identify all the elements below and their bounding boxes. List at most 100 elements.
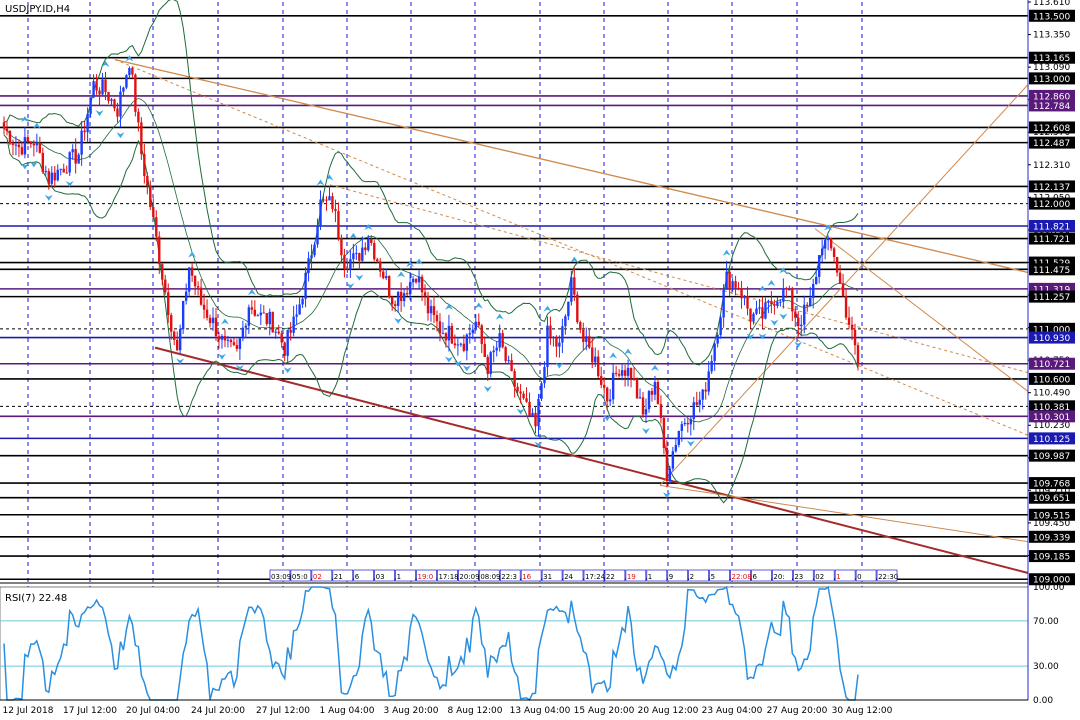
candle-body bbox=[89, 97, 92, 114]
candle-body bbox=[62, 168, 65, 173]
candle-body bbox=[516, 386, 519, 392]
candle-body bbox=[692, 402, 695, 420]
price-tag-label: 112.608 bbox=[1033, 124, 1070, 134]
candle-body bbox=[507, 360, 510, 362]
candle-body bbox=[164, 279, 167, 293]
candle-body bbox=[713, 343, 716, 361]
fractal-down-icon bbox=[779, 313, 788, 320]
time-marker-label: 1 bbox=[648, 573, 652, 581]
price-tag-label: 111.257 bbox=[1033, 293, 1070, 303]
candle-body bbox=[110, 99, 113, 101]
time-marker-label: 21 bbox=[334, 573, 343, 581]
x-tick-label: 17 Jul 12:00 bbox=[63, 706, 117, 716]
candle-body bbox=[585, 336, 588, 342]
candle-body bbox=[396, 291, 400, 306]
time-marker-box bbox=[625, 569, 647, 582]
candle-body bbox=[29, 141, 33, 145]
candle-body bbox=[313, 244, 316, 256]
fractal-down-icon bbox=[534, 441, 543, 448]
candle-body bbox=[492, 350, 495, 353]
time-marker-box bbox=[709, 569, 730, 582]
candle-body bbox=[447, 325, 451, 341]
candle-body bbox=[262, 312, 265, 314]
candle-body bbox=[53, 172, 56, 181]
candle-body bbox=[749, 308, 752, 322]
candle-body bbox=[540, 383, 543, 399]
candle-body bbox=[794, 311, 797, 318]
time-marker-box bbox=[437, 569, 458, 582]
candle-body bbox=[307, 258, 310, 273]
fractal-up-icon bbox=[650, 364, 659, 371]
candle-body bbox=[812, 283, 815, 298]
candle-body bbox=[337, 211, 340, 239]
candle-body bbox=[662, 417, 666, 448]
candle-body bbox=[570, 277, 573, 302]
candle-body bbox=[761, 307, 764, 319]
fractal-up-icon bbox=[125, 55, 134, 62]
candle-body bbox=[286, 329, 289, 356]
candle-body bbox=[35, 142, 39, 146]
time-marker-label: 22:08 bbox=[732, 573, 752, 581]
time-marker-label: 08:09 bbox=[480, 573, 500, 581]
price-tag-box bbox=[1029, 357, 1075, 370]
price-tag-label: 109.339 bbox=[1033, 533, 1070, 543]
candle-body bbox=[175, 339, 179, 351]
candle-body bbox=[638, 397, 642, 399]
candle-body bbox=[450, 325, 454, 344]
fractal-down-icon bbox=[483, 385, 492, 392]
candle-body bbox=[528, 401, 531, 416]
fractal-up-icon bbox=[349, 232, 358, 239]
time-marker-label: 20:09 bbox=[459, 573, 479, 581]
rsi-label: RSI(7) 22.48 bbox=[5, 593, 67, 604]
candle-body bbox=[495, 347, 498, 351]
price-tag-box bbox=[1029, 400, 1075, 413]
candle-body bbox=[5, 128, 9, 132]
candle-body bbox=[161, 264, 164, 280]
candle-body bbox=[149, 185, 152, 208]
candle-body bbox=[695, 402, 698, 405]
price-tag-box bbox=[1029, 220, 1075, 233]
rsi-axis-label: 70.00 bbox=[1033, 617, 1059, 627]
time-marker-box bbox=[374, 569, 395, 582]
candle-body bbox=[611, 372, 615, 400]
candle-body bbox=[576, 294, 579, 323]
fractal-down-icon bbox=[794, 341, 803, 348]
candle-body bbox=[131, 68, 134, 75]
time-marker-label: 1 bbox=[836, 573, 840, 581]
candle-body bbox=[196, 286, 200, 288]
candle-body bbox=[26, 137, 30, 142]
candle-body bbox=[689, 419, 692, 425]
price-tag-box bbox=[1029, 432, 1075, 445]
fractal-up-icon bbox=[188, 251, 197, 258]
fractal-down-icon bbox=[686, 440, 695, 447]
fractal-down-icon bbox=[65, 180, 74, 187]
rsi-axis-label: 30.00 bbox=[1033, 662, 1059, 672]
candle-body bbox=[211, 317, 215, 324]
time-marker-box bbox=[353, 569, 375, 582]
candle-body bbox=[653, 382, 657, 395]
time-marker-label: 02 bbox=[815, 573, 824, 581]
candle-body bbox=[2, 122, 6, 129]
fractal-down-icon bbox=[746, 333, 755, 340]
time-marker-box bbox=[688, 569, 709, 582]
candle-body bbox=[632, 377, 636, 379]
candle-body bbox=[95, 81, 98, 91]
time-marker-box bbox=[855, 569, 877, 582]
candle-body bbox=[352, 253, 355, 260]
time-marker-label: 23 bbox=[794, 573, 803, 581]
candle-body bbox=[223, 335, 227, 341]
time-marker-box bbox=[730, 569, 751, 582]
candle-body bbox=[405, 293, 409, 295]
price-tag-box bbox=[1029, 9, 1075, 22]
time-marker-box bbox=[541, 569, 563, 582]
fractal-down-icon bbox=[555, 362, 564, 369]
fractal-up-icon bbox=[474, 302, 483, 309]
candle-body bbox=[420, 276, 424, 293]
time-marker-label: 31 bbox=[543, 573, 552, 581]
candle-body bbox=[205, 309, 209, 318]
candle-body bbox=[519, 391, 522, 394]
price-tag-label: 110.125 bbox=[1033, 435, 1070, 445]
candle-body bbox=[856, 345, 860, 364]
price-tag-label: 111.721 bbox=[1033, 235, 1070, 245]
fractal-up-icon bbox=[415, 258, 424, 265]
